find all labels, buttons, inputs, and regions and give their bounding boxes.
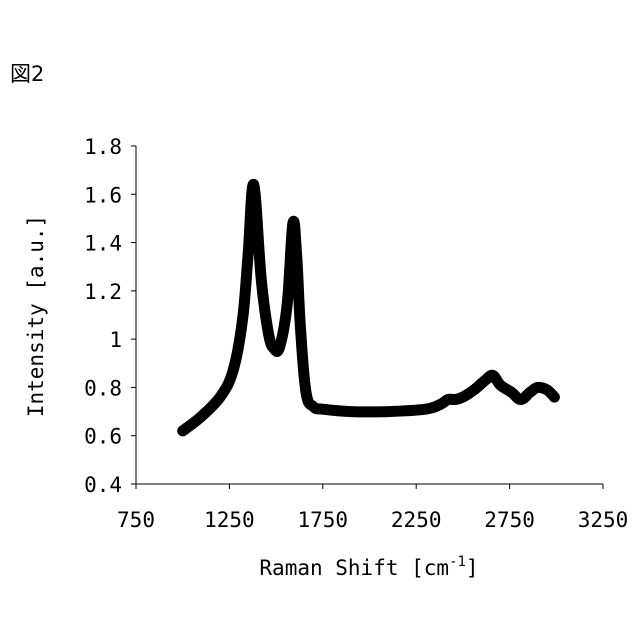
chart-series	[183, 184, 555, 431]
series-line	[183, 184, 555, 431]
x-tick-label: 2250	[391, 508, 442, 532]
chart-ticks: 0.4 0.6 0.8 1 1.2 1.4 1.6 1.8 750 1250 1750 2250 275…	[84, 135, 628, 532]
x-tick-label: 1750	[298, 508, 349, 532]
x-axis-title-end: ]	[466, 556, 479, 580]
y-tick-label: 1.4	[84, 232, 122, 256]
x-tick-label: 2750	[484, 508, 535, 532]
x-tick-label: 750	[117, 508, 155, 532]
x-tick-label: 1250	[204, 508, 255, 532]
x-axis-title: Raman Shift [cm-1]	[259, 554, 478, 580]
x-tick-label: 3250	[578, 508, 629, 532]
y-tick-label: 1	[109, 328, 122, 352]
y-tick-label: 0.6	[84, 425, 122, 449]
y-tick-label: 1.6	[84, 183, 122, 207]
chart-axes	[136, 146, 603, 484]
y-tick-label: 1.8	[84, 135, 122, 159]
x-axis-title-main: Raman Shift [cm	[259, 556, 449, 580]
y-tick-label: 0.8	[84, 376, 122, 400]
x-axis-title-sup: -1	[449, 554, 466, 570]
y-tick-label: 1.2	[84, 280, 122, 304]
y-tick-label: 0.4	[84, 473, 122, 497]
y-axis-title: Intensity [a.u.]	[24, 215, 48, 417]
